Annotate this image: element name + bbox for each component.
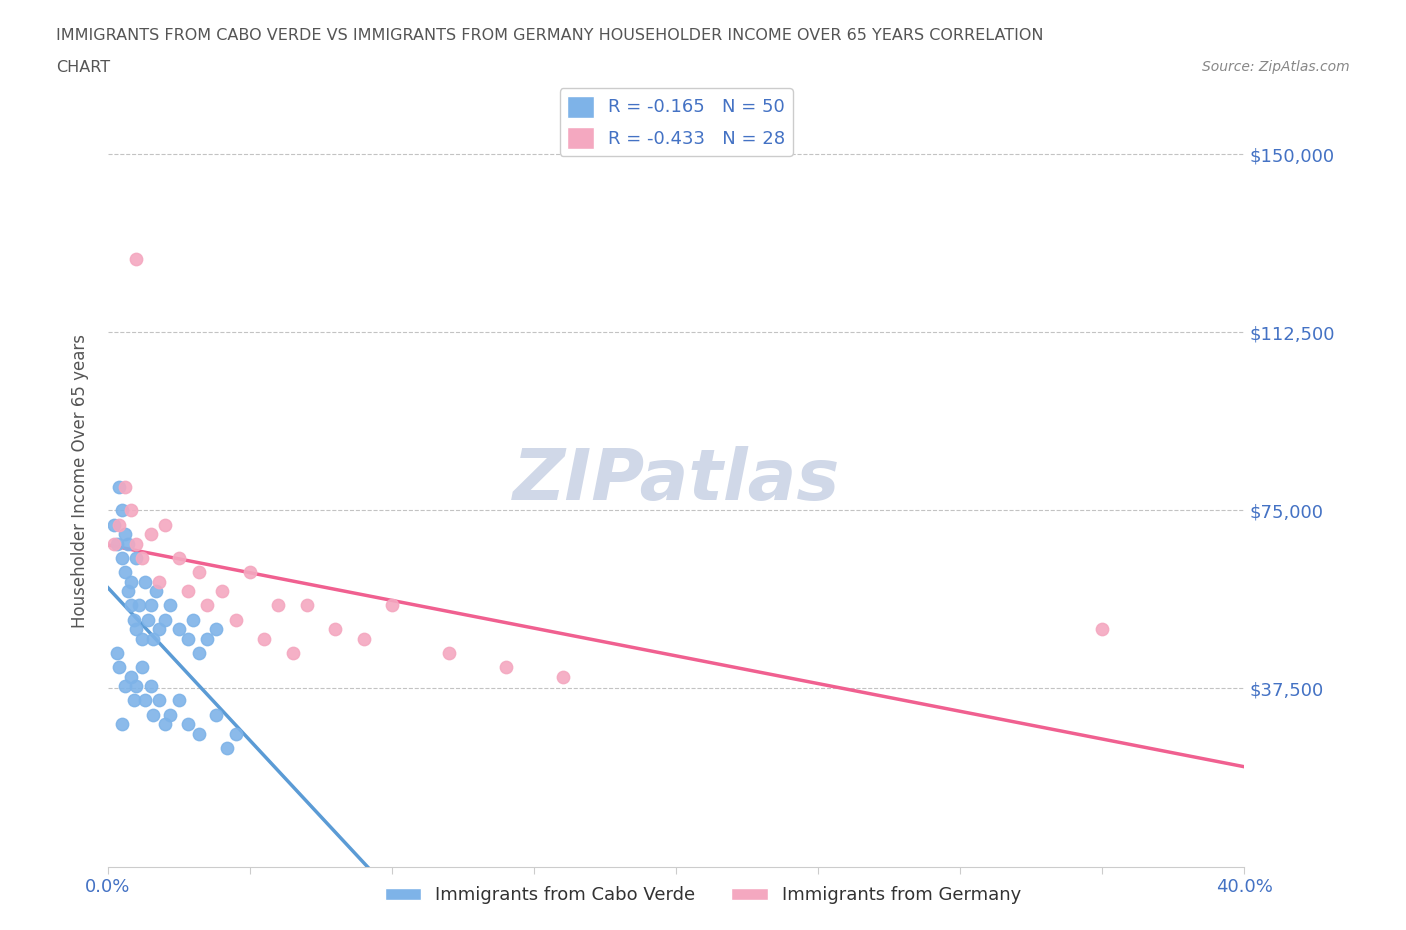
Point [153, 517, 176, 532]
Point [122, 693, 145, 708]
Point [125, 536, 148, 551]
Point [128, 598, 150, 613]
Point [131, 631, 153, 646]
Point [142, 707, 165, 722]
Point [495, 659, 517, 674]
Point [205, 621, 228, 636]
Point [131, 659, 153, 674]
Point [148, 693, 170, 708]
Point [139, 598, 162, 613]
Point [437, 645, 460, 660]
Point [120, 670, 142, 684]
Point [187, 726, 209, 741]
Point [167, 621, 190, 636]
Point [108, 479, 131, 494]
Point [114, 679, 136, 694]
Point [108, 659, 131, 674]
Text: IMMIGRANTS FROM CABO VERDE VS IMMIGRANTS FROM GERMANY HOUSEHOLDER INCOME OVER 65: IMMIGRANTS FROM CABO VERDE VS IMMIGRANTS… [56, 28, 1043, 43]
Point [111, 551, 134, 565]
Point [551, 670, 574, 684]
Point [211, 584, 233, 599]
Point [125, 621, 148, 636]
Point [125, 551, 148, 565]
Point [120, 598, 142, 613]
Point [122, 612, 145, 627]
Point [142, 631, 165, 646]
Point [225, 726, 247, 741]
Point [139, 526, 162, 541]
Point [120, 503, 142, 518]
Point [145, 584, 167, 599]
Point [125, 251, 148, 266]
Point [353, 631, 375, 646]
Point [187, 645, 209, 660]
Point [131, 551, 153, 565]
Point [153, 717, 176, 732]
Point [295, 598, 318, 613]
Point [120, 574, 142, 589]
Text: ZIPatlas: ZIPatlas [513, 446, 839, 515]
Point [114, 526, 136, 541]
Point [176, 631, 198, 646]
Point [108, 517, 131, 532]
Point [181, 612, 204, 627]
Point [111, 717, 134, 732]
Point [125, 679, 148, 694]
Point [148, 574, 170, 589]
Text: CHART: CHART [56, 60, 110, 75]
Point [134, 574, 156, 589]
Point [281, 645, 304, 660]
Point [217, 740, 239, 755]
Point [167, 551, 190, 565]
Point [239, 565, 262, 579]
Point [267, 598, 290, 613]
Point [103, 517, 125, 532]
Point [139, 679, 162, 694]
Y-axis label: Householder Income Over 65 years: Householder Income Over 65 years [72, 334, 89, 628]
Point [253, 631, 276, 646]
Point [117, 536, 139, 551]
Point [117, 584, 139, 599]
Point [197, 631, 219, 646]
Point [381, 598, 404, 613]
Point [176, 717, 198, 732]
Point [153, 612, 176, 627]
Point [159, 598, 181, 613]
Point [148, 621, 170, 636]
Point [323, 621, 346, 636]
Point [205, 707, 228, 722]
Point [136, 612, 159, 627]
Point [114, 479, 136, 494]
Point [105, 645, 128, 660]
Point [197, 598, 219, 613]
Point [1091, 621, 1114, 636]
Point [114, 565, 136, 579]
Point [176, 584, 198, 599]
Point [103, 536, 125, 551]
Text: Source: ZipAtlas.com: Source: ZipAtlas.com [1202, 60, 1350, 74]
Point [105, 536, 128, 551]
Point [111, 503, 134, 518]
Point [187, 565, 209, 579]
Point [134, 693, 156, 708]
Legend: R = -0.165   N = 50, R = -0.433   N = 28: R = -0.165 N = 50, R = -0.433 N = 28 [560, 88, 793, 156]
Legend: Immigrants from Cabo Verde, Immigrants from Germany: Immigrants from Cabo Verde, Immigrants f… [377, 879, 1029, 911]
Point [167, 693, 190, 708]
Point [225, 612, 247, 627]
Point [159, 707, 181, 722]
